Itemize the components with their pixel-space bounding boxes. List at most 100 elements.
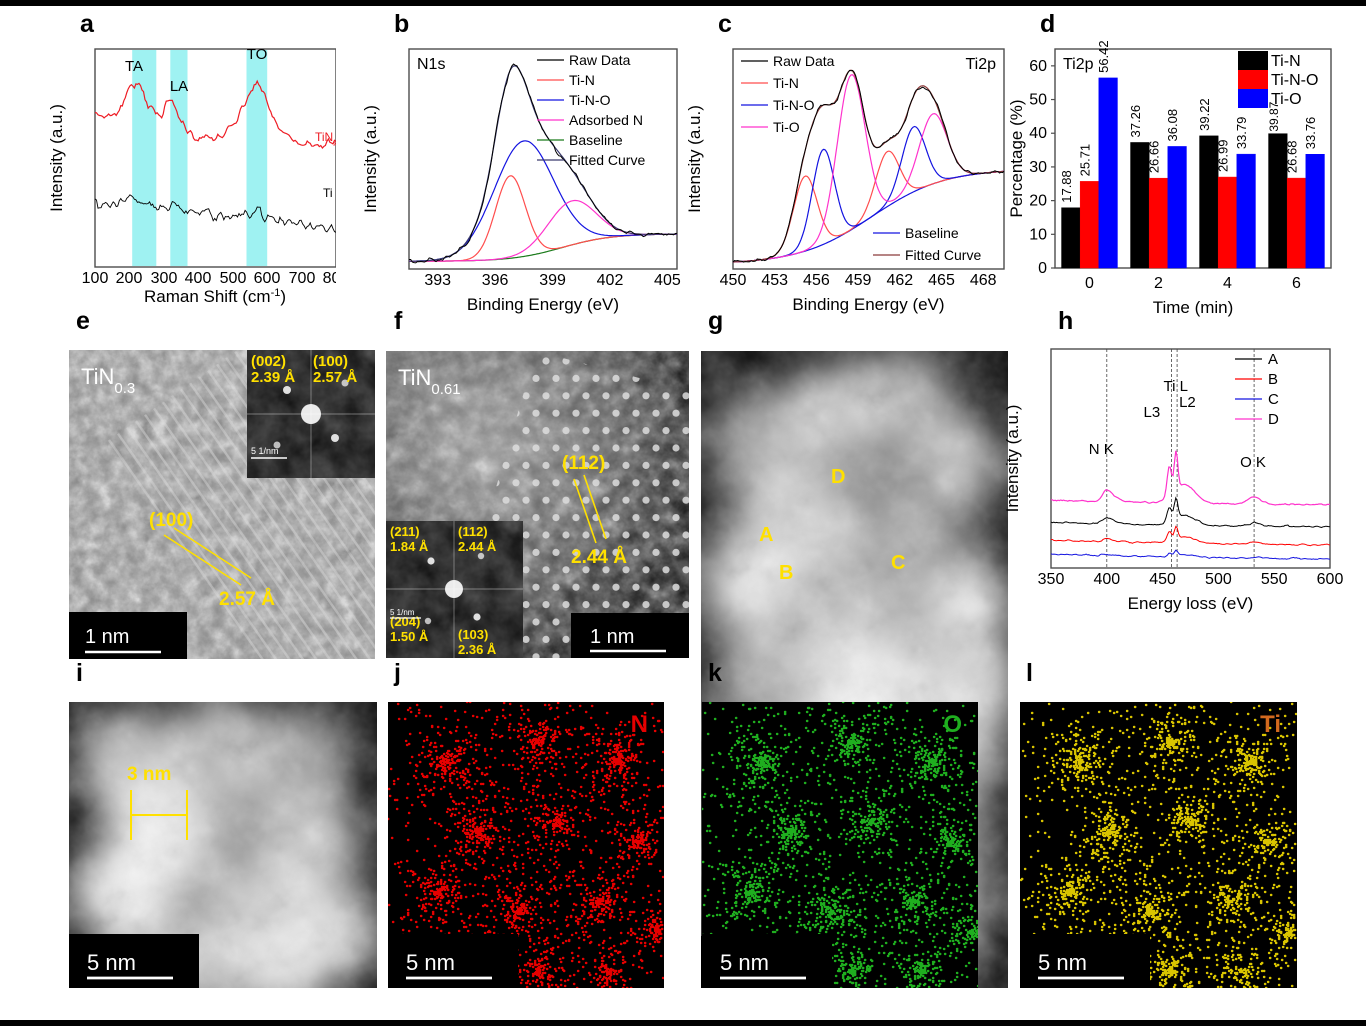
svg-text:26.66: 26.66: [1147, 141, 1162, 174]
svg-text:Intensity (a.u.): Intensity (a.u.): [361, 105, 380, 213]
svg-text:(103): (103): [458, 627, 488, 642]
svg-text:Adsorbed N: Adsorbed N: [569, 112, 643, 128]
svg-text:A: A: [759, 524, 773, 546]
svg-text:5 nm: 5 nm: [87, 950, 136, 975]
svg-text:Ti-N: Ti-N: [1271, 53, 1301, 70]
svg-text:456: 456: [803, 272, 830, 289]
svg-text:N: N: [631, 711, 648, 738]
svg-text:60: 60: [1029, 58, 1047, 75]
svg-text:TA: TA: [125, 58, 143, 75]
svg-text:O K: O K: [1240, 454, 1266, 471]
svg-text:Ti2p: Ti2p: [1063, 56, 1094, 73]
svg-text:Ti: Ti: [1260, 711, 1281, 738]
svg-text:6: 6: [1292, 275, 1301, 292]
svg-text:3 nm: 3 nm: [127, 764, 171, 785]
svg-text:10: 10: [1029, 226, 1047, 243]
svg-text:600: 600: [254, 270, 281, 287]
svg-text:400: 400: [1093, 571, 1120, 588]
svg-text:O: O: [943, 711, 962, 738]
svg-text:700: 700: [289, 270, 316, 287]
svg-text:Raw Data: Raw Data: [773, 53, 835, 69]
svg-text:Binding Energy (eV): Binding Energy (eV): [467, 295, 619, 314]
svg-text:5 nm: 5 nm: [1038, 950, 1087, 975]
svg-text:36.08: 36.08: [1165, 109, 1180, 142]
svg-text:1.84 Å: 1.84 Å: [390, 539, 429, 554]
svg-text:(002): (002): [251, 353, 286, 370]
svg-text:(100): (100): [313, 353, 348, 370]
svg-text:B: B: [1268, 371, 1278, 388]
svg-text:2.36 Å: 2.36 Å: [458, 642, 497, 657]
svg-text:N K: N K: [1089, 441, 1114, 458]
svg-text:N1s: N1s: [417, 56, 445, 73]
svg-text:LA: LA: [170, 78, 188, 95]
svg-text:500: 500: [220, 270, 247, 287]
svg-text:0: 0: [1038, 260, 1047, 277]
svg-text:450: 450: [720, 272, 747, 289]
svg-text:Ti: Ti: [323, 186, 333, 200]
svg-text:26.99: 26.99: [1216, 140, 1231, 173]
svg-text:465: 465: [928, 272, 955, 289]
svg-text:Ti L: Ti L: [1164, 378, 1188, 395]
svg-text:Fitted Curve: Fitted Curve: [905, 247, 981, 263]
svg-text:800: 800: [323, 270, 336, 287]
svg-text:(100): (100): [149, 510, 193, 531]
svg-text:Binding Energy (eV): Binding Energy (eV): [792, 295, 944, 314]
svg-text:Fitted Curve: Fitted Curve: [569, 152, 645, 168]
svg-text:D: D: [1268, 411, 1279, 428]
svg-text:300: 300: [151, 270, 178, 287]
svg-text:1 nm: 1 nm: [85, 626, 129, 648]
svg-text:25.71: 25.71: [1078, 144, 1093, 177]
svg-text:(112): (112): [562, 453, 605, 474]
svg-text:Time (min): Time (min): [1153, 298, 1234, 317]
svg-text:200: 200: [116, 270, 143, 287]
svg-text:500: 500: [1205, 571, 1232, 588]
svg-text:400: 400: [185, 270, 212, 287]
svg-text:30: 30: [1029, 159, 1047, 176]
svg-text:Intensity (a.u.): Intensity (a.u.): [685, 105, 704, 213]
svg-text:D: D: [831, 466, 845, 488]
svg-text:Ti-N: Ti-N: [569, 72, 595, 88]
svg-text:Baseline: Baseline: [905, 225, 959, 241]
svg-text:5 nm: 5 nm: [406, 950, 455, 975]
svg-text:Ti-N: Ti-N: [773, 75, 799, 91]
svg-text:C: C: [1268, 391, 1279, 408]
svg-text:5 1/nm: 5 1/nm: [390, 608, 415, 617]
svg-text:26.68: 26.68: [1285, 141, 1300, 174]
svg-text:Raw Data: Raw Data: [569, 52, 631, 68]
svg-text:39.22: 39.22: [1197, 98, 1212, 131]
svg-text:350: 350: [1038, 571, 1065, 588]
svg-text:396: 396: [482, 272, 509, 289]
svg-text:Intensity (a.u.): Intensity (a.u.): [47, 104, 66, 212]
svg-text:459: 459: [845, 272, 872, 289]
svg-text:Ti-N-O: Ti-N-O: [773, 97, 815, 113]
svg-text:33.79: 33.79: [1234, 117, 1249, 150]
svg-text:468: 468: [970, 272, 997, 289]
svg-text:Percentage (%): Percentage (%): [1007, 99, 1026, 217]
svg-text:Baseline: Baseline: [569, 132, 623, 148]
svg-text:Energy loss (eV): Energy loss (eV): [1128, 594, 1254, 613]
svg-text:5 nm: 5 nm: [720, 950, 769, 975]
svg-text:Ti-O: Ti-O: [1271, 91, 1302, 108]
svg-text:453: 453: [761, 272, 788, 289]
svg-text:C: C: [891, 552, 905, 574]
svg-text:5 1/nm: 5 1/nm: [251, 446, 279, 456]
svg-text:0: 0: [1085, 275, 1094, 292]
svg-text:405: 405: [654, 272, 681, 289]
svg-text:462: 462: [886, 272, 913, 289]
svg-text:402: 402: [597, 272, 624, 289]
svg-text:2.44 Å: 2.44 Å: [458, 539, 497, 554]
svg-text:393: 393: [424, 272, 451, 289]
svg-text:2.44 Å: 2.44 Å: [571, 547, 627, 568]
svg-text:56.42: 56.42: [1096, 40, 1111, 73]
svg-text:40: 40: [1029, 125, 1047, 142]
svg-text:Raman Shift (cm-1): Raman Shift (cm-1): [144, 287, 286, 306]
svg-text:Ti-N-O: Ti-N-O: [569, 92, 611, 108]
svg-text:33.76: 33.76: [1303, 117, 1318, 150]
svg-text:100: 100: [82, 270, 109, 287]
svg-text:2: 2: [1154, 275, 1163, 292]
svg-text:A: A: [1268, 351, 1278, 368]
svg-text:2.57 Å: 2.57 Å: [219, 589, 275, 610]
svg-text:1.50 Å: 1.50 Å: [390, 629, 429, 644]
svg-text:L3: L3: [1144, 404, 1161, 421]
svg-text:37.26: 37.26: [1128, 105, 1143, 138]
